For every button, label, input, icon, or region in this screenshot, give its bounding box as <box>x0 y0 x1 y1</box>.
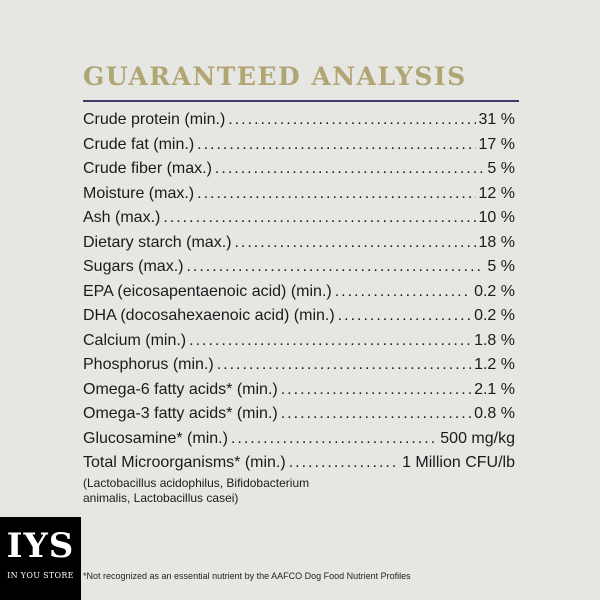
dot-leader: ........................................… <box>280 380 472 398</box>
row-value: 31 % <box>478 111 515 128</box>
row-value: 17 % <box>478 135 515 153</box>
analysis-row: Calcium (min.) .........................… <box>83 329 515 354</box>
analysis-row: Dietary starch (max.) ..................… <box>83 231 515 256</box>
row-label: Crude fiber (max.) <box>83 160 212 177</box>
row-label: Crude fat (min.) <box>83 135 195 153</box>
dot-leader: ........................................… <box>334 282 471 300</box>
row-value: 0.8 % <box>474 405 515 422</box>
analysis-row: Omega-3 fatty acids* (min.) ............… <box>83 402 515 427</box>
analysis-table: Crude protein (min.) ...................… <box>83 108 515 476</box>
analysis-row: Sugars (max.) ..........................… <box>83 255 515 280</box>
dot-leader: ........................................… <box>288 454 399 471</box>
dot-leader: ........................................… <box>337 307 471 324</box>
row-value: 2.1 % <box>474 380 515 398</box>
analysis-row: Glucosamine* (min.) ....................… <box>83 427 515 452</box>
analysis-row: Crude protein (min.) ...................… <box>83 108 515 133</box>
dot-leader: ........................................… <box>197 184 475 202</box>
dot-leader: ........................................… <box>230 429 438 447</box>
dot-leader: ........................................… <box>228 111 475 128</box>
row-value: 5 % <box>487 160 515 177</box>
analysis-row: Crude fiber (max.) .....................… <box>83 157 515 182</box>
analysis-row: Moisture (max.) ........................… <box>83 182 515 207</box>
row-label: EPA (eicosapentaenoic acid) (min.) <box>83 282 332 300</box>
row-value: 10 % <box>478 209 515 226</box>
row-value: 12 % <box>478 184 515 202</box>
row-label: DHA (docosahexaenoic acid) (min.) <box>83 307 335 324</box>
footnote: *Not recognized as an essential nutrient… <box>83 571 411 581</box>
row-value: 0.2 % <box>474 307 515 324</box>
analysis-row: DHA (docosahexaenoic acid) (min.) ......… <box>83 304 515 329</box>
logo-mark: IYS <box>6 526 75 566</box>
logo-tagline: IN YOU STORE <box>7 571 74 580</box>
row-label: Crude protein (min.) <box>83 111 226 128</box>
row-label: Omega-3 fatty acids* (min.) <box>83 405 278 422</box>
row-value: 5 % <box>487 258 515 275</box>
dot-leader: ........................................… <box>214 160 485 177</box>
dot-leader: ........................................… <box>189 331 472 349</box>
row-value: 1 Million CFU/lb <box>402 454 515 471</box>
analysis-row: Phosphorus (min.) ......................… <box>83 353 515 378</box>
row-label: Phosphorus (min.) <box>83 356 214 373</box>
analysis-row: EPA (eicosapentaenoic acid) (min.) .....… <box>83 280 515 305</box>
dot-leader: ........................................… <box>186 258 484 275</box>
row-value: 500 mg/kg <box>440 429 515 447</box>
row-label: Omega-6 fatty acids* (min.) <box>83 380 278 398</box>
row-label: Ash (max.) <box>83 209 161 226</box>
microorganisms-note: (Lactobacillus acidophilus, Bifidobacter… <box>83 476 310 505</box>
row-label: Dietary starch (max.) <box>83 233 232 251</box>
row-value: 18 % <box>478 233 515 251</box>
dot-leader: ........................................… <box>280 405 472 422</box>
row-label: Sugars (max.) <box>83 258 184 275</box>
store-logo: IYS IN YOU STORE <box>0 517 81 600</box>
row-label: Calcium (min.) <box>83 331 187 349</box>
row-label: Total Microorganisms* (min.) <box>83 454 286 471</box>
analysis-row: Ash (max.) .............................… <box>83 206 515 231</box>
row-label: Moisture (max.) <box>83 184 195 202</box>
row-value: 1.2 % <box>474 356 515 373</box>
analysis-row: Total Microorganisms* (min.) ...........… <box>83 451 515 476</box>
page-title: GUARANTEED ANALYSIS <box>83 62 467 91</box>
dot-leader: ........................................… <box>163 209 475 226</box>
heading-divider <box>83 100 519 102</box>
dot-leader: ........................................… <box>197 135 475 153</box>
analysis-row: Omega-6 fatty acids* (min.) ............… <box>83 378 515 403</box>
analysis-row: Crude fat (min.) .......................… <box>83 133 515 158</box>
row-value: 1.8 % <box>474 331 515 349</box>
dot-leader: ........................................… <box>216 356 471 373</box>
dot-leader: ........................................… <box>234 233 475 251</box>
row-value: 0.2 % <box>474 282 515 300</box>
row-label: Glucosamine* (min.) <box>83 429 228 447</box>
